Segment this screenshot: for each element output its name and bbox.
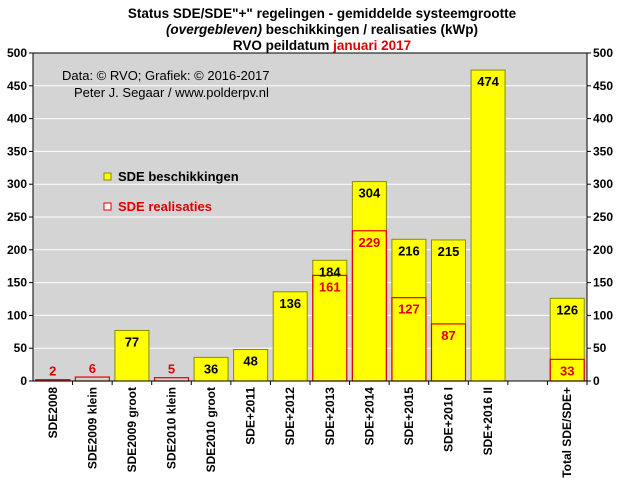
legend-swatch-realisaties — [103, 202, 112, 211]
y-tick-label-left: 50 — [14, 341, 28, 355]
y-tick-label-right: 350 — [593, 144, 613, 158]
y-tick-label-right: 450 — [593, 79, 613, 93]
credit-line2: Peter J. Segaar / www.polderpv.nl — [74, 85, 269, 100]
x-tick-label: SDE+2011 — [244, 387, 258, 445]
chart-title-date-prefix: RVO peildatum — [233, 38, 333, 53]
x-tick-label: SDE2008 — [46, 387, 60, 439]
data-label-beschikkingen: 126 — [556, 302, 578, 317]
x-tick-label: SDE2009 klein — [85, 387, 99, 469]
y-tick-label-right: 50 — [593, 341, 607, 355]
x-tick-label: Total SDE/SDE+ — [560, 387, 574, 478]
y-tick-label-right: 100 — [593, 308, 613, 322]
y-tick-label-left: 350 — [7, 144, 27, 158]
bar-beschikkingen — [470, 69, 506, 382]
legend-label-realisaties: SDE realisaties — [118, 199, 212, 214]
data-label-realisaties: 33 — [560, 363, 574, 378]
chart-title-line1: Status SDE/SDE"+" regelingen - gemiddeld… — [128, 6, 517, 21]
legend-swatch-beschikkingen — [103, 172, 112, 181]
data-label-realisaties: 87 — [441, 328, 455, 343]
chart-title-date: januari 2017 — [332, 38, 411, 53]
y-tick-label-left: 200 — [7, 243, 27, 257]
data-label-realisaties: 229 — [359, 235, 381, 250]
legend: SDE beschikkingen SDE realisaties — [103, 169, 239, 214]
x-tick-label: SDE+2014 — [362, 387, 376, 446]
y-tick-label-right: 0 — [593, 374, 600, 388]
x-tick-label: SDE+2016 I — [442, 387, 456, 452]
chart-title-line2: (overgebleven) beschikkingen / realisati… — [166, 22, 478, 37]
y-tick-label-left: 0 — [20, 374, 27, 388]
y-tick-label-right: 400 — [593, 112, 613, 126]
y-tick-label-left: 500 — [7, 46, 27, 60]
data-label-beschikkingen: 474 — [477, 74, 499, 89]
data-label-beschikkingen: 136 — [279, 296, 301, 311]
axes-layer: 0 0 50 50 100 100 150 150 200 200 250 250 300 300 350 3… — [7, 46, 613, 478]
bar-beschikkingen — [272, 291, 308, 382]
y-tick-label-left: 150 — [7, 276, 27, 290]
data-label-beschikkingen: 36 — [204, 361, 218, 376]
x-tick-label: SDE2009 groot — [125, 387, 139, 472]
credit-line1: Data: © RVO; Grafiek: © 2016-2017 — [62, 68, 270, 83]
x-tick-label: SDE+2012 — [283, 387, 297, 446]
bar-beschikkingen — [312, 259, 348, 382]
data-label-beschikkingen: 184 — [319, 264, 341, 279]
data-label-realisaties: 5 — [168, 362, 175, 377]
x-tick-label: SDE+2016 II — [481, 387, 495, 455]
bar-beschikkingen — [391, 238, 427, 382]
y-tick-label-right: 500 — [593, 46, 613, 60]
y-tick-label-left: 250 — [7, 210, 27, 224]
bar-beschikkingen — [351, 181, 387, 382]
data-label-realisaties: 2 — [49, 364, 56, 379]
chart-title-italic: (overgebleven) — [166, 22, 263, 37]
bar-beschikkingen — [431, 239, 466, 382]
data-label-beschikkingen: 304 — [359, 186, 381, 201]
data-label-beschikkingen: 215 — [438, 244, 460, 259]
y-tick-label-left: 300 — [7, 177, 27, 191]
y-tick-label-left: 400 — [7, 112, 27, 126]
data-label-realisaties: 161 — [319, 279, 341, 294]
data-label-beschikkingen: 216 — [398, 243, 420, 258]
bar-beschikkingen — [549, 297, 585, 382]
data-label-realisaties: 6 — [89, 361, 96, 376]
data-label-realisaties: 127 — [398, 302, 420, 317]
x-tick-label: SDE+2013 — [323, 387, 337, 446]
y-tick-label-left: 100 — [7, 308, 27, 322]
chart-title-line2-rest: beschikkingen / realisaties (kWp) — [262, 22, 478, 37]
x-tick-label: SDE+2015 — [402, 387, 416, 446]
y-tick-label-right: 150 — [593, 276, 613, 290]
x-tick-label: SDE2010 klein — [165, 387, 179, 469]
bars-layer — [35, 69, 585, 382]
legend-label-beschikkingen: SDE beschikkingen — [118, 169, 239, 184]
y-tick-label-right: 250 — [593, 210, 613, 224]
y-tick-label-right: 300 — [593, 177, 613, 191]
data-label-beschikkingen: 48 — [243, 354, 257, 369]
x-tick-label: SDE2010 groot — [204, 387, 218, 472]
bar-beschikkingen — [114, 329, 150, 382]
y-tick-label-right: 200 — [593, 243, 613, 257]
y-tick-label-left: 450 — [7, 79, 27, 93]
data-label-beschikkingen: 77 — [125, 334, 139, 349]
chart-title-line3: RVO peildatum januari 2017 — [233, 38, 411, 53]
